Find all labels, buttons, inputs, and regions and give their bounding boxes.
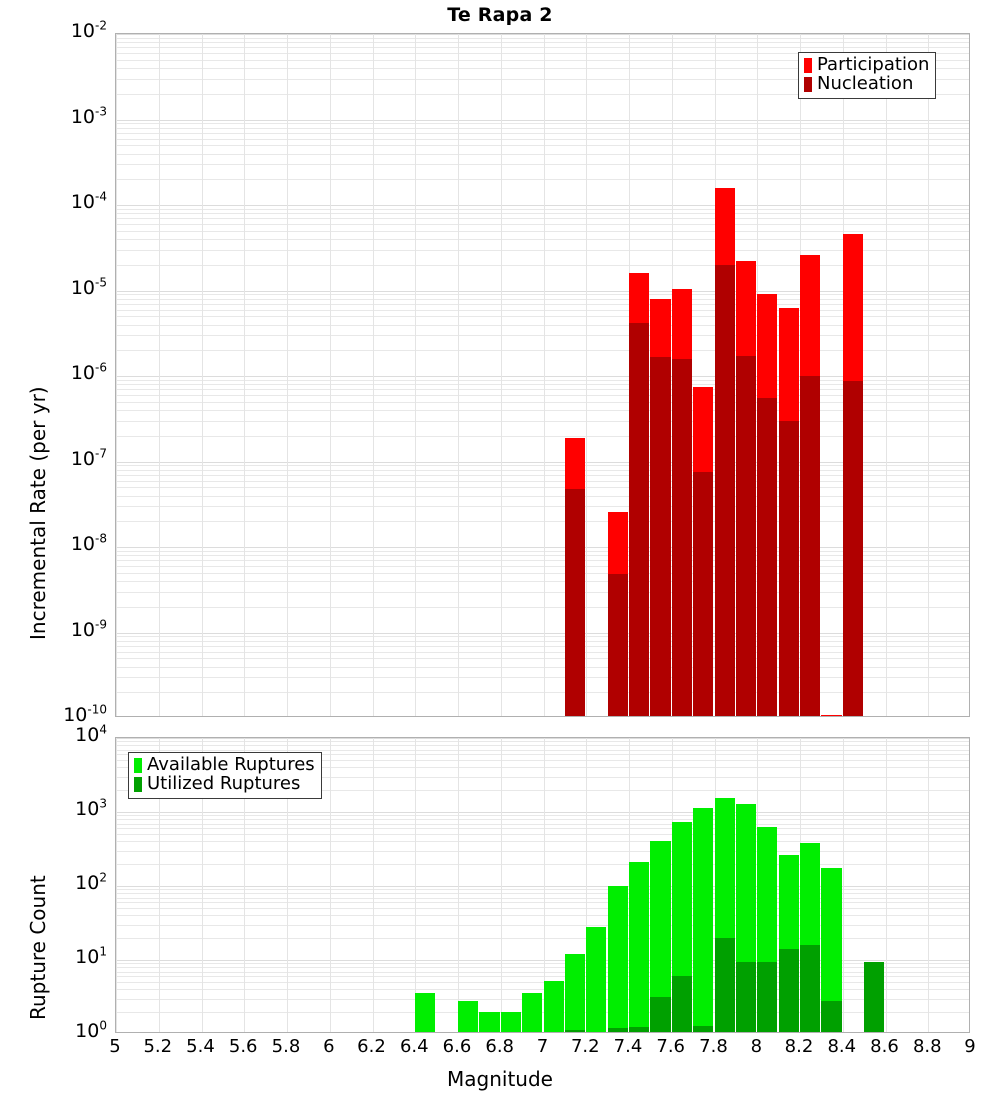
x-tick: 7.8	[699, 1036, 728, 1057]
x-tick: 5.4	[186, 1036, 215, 1057]
bar-available-ruptures	[650, 841, 671, 1032]
bar-utilized-ruptures	[607, 1028, 628, 1032]
bar-nucleation	[629, 322, 650, 716]
y-tick: 10-5	[70, 275, 107, 299]
bar-utilized-ruptures	[735, 961, 757, 1032]
x-tick: 6.4	[399, 1036, 429, 1057]
bar-utilized-ruptures	[693, 1025, 714, 1032]
x-tick: 6.6	[442, 1036, 472, 1057]
bar-utilized-ruptures	[864, 961, 885, 1032]
bar-nucleation	[842, 380, 863, 716]
y-tick: 10-3	[70, 104, 107, 128]
x-tick: 6	[323, 1036, 335, 1057]
x-tick: 5.8	[271, 1036, 301, 1057]
bar-utilized-ruptures	[757, 961, 778, 1032]
y-tick: 100	[75, 1018, 107, 1042]
bar-available-ruptures	[564, 954, 586, 1032]
y-tick: 10-2	[70, 18, 107, 42]
x-tick: 7.2	[570, 1036, 600, 1057]
x-tick: 9	[964, 1036, 976, 1057]
y-tick: 103	[75, 796, 107, 820]
legend-item: Participation	[804, 54, 930, 75]
bar-available-ruptures	[415, 992, 436, 1032]
bar-nucleation	[650, 357, 671, 716]
legend-label: Participation	[817, 54, 930, 75]
legend-swatch-icon	[804, 76, 812, 92]
legend-item: Utilized Ruptures	[134, 772, 315, 794]
bottom-legend: Available Ruptures Utilized Ruptures	[128, 752, 322, 799]
y-tick: 10-10	[63, 702, 107, 726]
bar-available-ruptures	[693, 807, 714, 1032]
bar-available-ruptures	[607, 886, 628, 1032]
bar-utilized-ruptures	[800, 944, 821, 1032]
top-legend: Participation Nucleation	[798, 52, 937, 99]
bar-available-ruptures	[522, 992, 543, 1032]
bar-participation	[821, 714, 842, 716]
bar-nucleation	[800, 376, 821, 716]
x-tick: 8.2	[784, 1036, 814, 1057]
bar-nucleation	[757, 397, 778, 716]
bar-nucleation	[778, 420, 799, 716]
x-tick: 5.2	[143, 1036, 173, 1057]
legend-item: Available Ruptures	[134, 754, 315, 775]
bar-available-ruptures	[479, 1011, 500, 1032]
y-tick: 10-4	[70, 189, 107, 213]
bar-available-ruptures	[586, 926, 607, 1032]
legend-swatch-icon	[134, 757, 142, 773]
x-tick: 8.4	[827, 1036, 857, 1057]
y-tick: 10-9	[70, 617, 107, 641]
bar-nucleation	[693, 472, 714, 716]
x-tick: 7	[536, 1036, 549, 1057]
incremental-rate-plot	[115, 33, 970, 717]
x-tick: 8.6	[870, 1036, 899, 1057]
bar-available-ruptures	[821, 868, 842, 1032]
top-y-axis-label: Incremental Rate (per yr)	[26, 386, 50, 640]
bar-available-ruptures	[500, 1011, 521, 1032]
bar-utilized-ruptures	[778, 949, 799, 1032]
x-axis-label: Magnitude	[447, 1067, 553, 1091]
y-tick: 102	[75, 870, 107, 894]
bar-available-ruptures	[629, 862, 650, 1032]
y-tick: 10-6	[70, 360, 107, 384]
legend-swatch-icon	[134, 776, 142, 792]
page-title: Te Rapa 2	[447, 4, 553, 26]
bar-utilized-ruptures	[564, 1029, 586, 1032]
bar-nucleation	[671, 358, 692, 716]
legend-label: Nucleation	[817, 72, 914, 94]
legend-swatch-icon	[804, 57, 812, 73]
x-tick: 6.8	[485, 1036, 515, 1057]
legend-label: Utilized Ruptures	[147, 772, 301, 794]
legend-item: Nucleation	[804, 72, 929, 94]
x-tick: 5	[109, 1036, 121, 1057]
bar-nucleation	[564, 488, 586, 716]
bar-available-ruptures	[543, 981, 564, 1032]
x-tick: 5.6	[228, 1036, 258, 1057]
x-tick: 6.2	[357, 1036, 386, 1057]
bar-utilized-ruptures	[650, 996, 671, 1032]
y-tick: 101	[75, 944, 107, 968]
bar-nucleation	[714, 264, 735, 716]
x-tick: 7.4	[613, 1036, 643, 1057]
legend-label: Available Ruptures	[147, 754, 315, 775]
y-tick: 10-7	[70, 446, 107, 470]
bar-nucleation	[735, 356, 757, 716]
x-tick: 8	[750, 1036, 763, 1057]
bar-available-ruptures	[458, 1000, 479, 1032]
bar-utilized-ruptures	[671, 976, 692, 1032]
y-tick: 104	[75, 722, 107, 746]
y-tick: 10-8	[70, 531, 107, 555]
x-tick: 7.6	[656, 1036, 686, 1057]
bar-nucleation	[607, 574, 628, 716]
bar-utilized-ruptures	[821, 1000, 842, 1032]
x-tick: 8.8	[912, 1036, 942, 1057]
rupture-count-plot	[115, 737, 970, 1033]
bar-utilized-ruptures	[714, 937, 735, 1032]
bar-utilized-ruptures	[629, 1026, 650, 1032]
